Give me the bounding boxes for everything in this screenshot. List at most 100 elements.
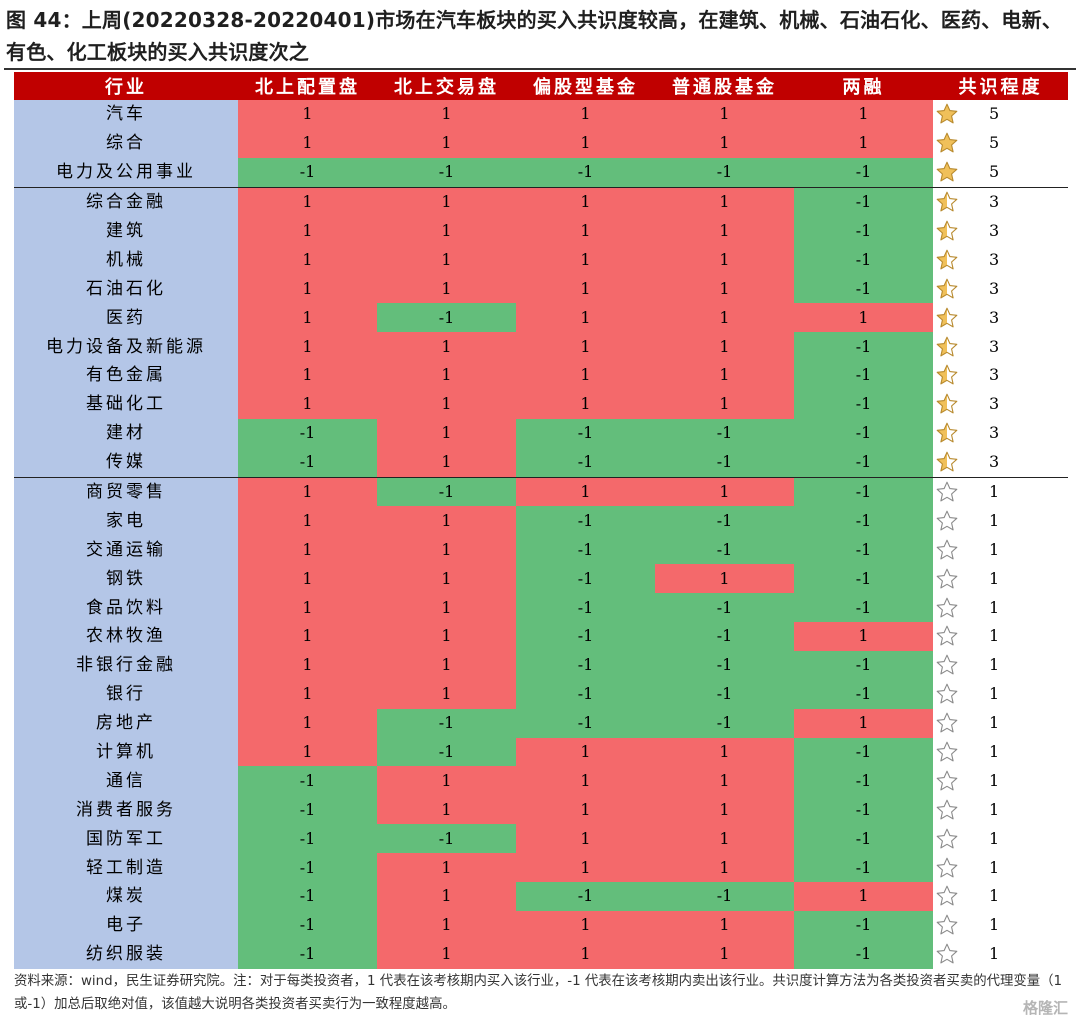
consensus-cell: 1 <box>933 506 1068 536</box>
margin-trading-cell: -1 <box>794 535 933 565</box>
equity-biased-fund-cell: 1 <box>516 389 655 419</box>
margin-trading-cell: -1 <box>794 593 933 623</box>
half-star-icon <box>935 450 959 474</box>
table-row: 国防军工 -1 -1 1 1 -1 1 <box>14 824 1068 854</box>
consensus-score: 5 <box>989 133 1000 153</box>
northbound-allocation-cell: 1 <box>238 389 377 419</box>
industry-cell: 钢铁 <box>14 564 238 594</box>
industry-cell: 机械 <box>14 245 238 275</box>
northbound-trading-cell: 1 <box>377 679 516 709</box>
consensus-cell: 1 <box>933 824 1068 854</box>
empty-star-icon <box>935 942 959 966</box>
half-star-icon <box>935 306 959 330</box>
equity-biased-fund-cell: 1 <box>516 303 655 333</box>
equity-biased-fund-cell: -1 <box>516 506 655 536</box>
consensus-score: 1 <box>989 944 1000 964</box>
northbound-trading-cell: 1 <box>377 882 516 911</box>
table-row: 计算机 1 -1 1 1 -1 1 <box>14 737 1068 767</box>
northbound-allocation-cell: 1 <box>238 361 377 390</box>
empty-star-icon <box>935 827 959 851</box>
equity-biased-fund-cell: 1 <box>516 332 655 362</box>
margin-trading-cell: -1 <box>794 564 933 594</box>
consensus-score: 1 <box>989 828 1000 848</box>
consensus-score: 3 <box>989 336 1000 356</box>
northbound-allocation-cell: 1 <box>238 737 377 767</box>
table-row: 交通运输 1 1 -1 -1 -1 1 <box>14 535 1068 565</box>
northbound-allocation-cell: 1 <box>238 128 377 158</box>
industry-cell: 房地产 <box>14 708 238 738</box>
consensus-score: 3 <box>989 192 1000 212</box>
northbound-trading-cell: 1 <box>377 447 516 478</box>
equity-biased-fund-cell: 1 <box>516 853 655 883</box>
consensus-cell: 1 <box>933 882 1068 911</box>
common-stock-fund-cell: 1 <box>655 245 794 275</box>
northbound-trading-cell: 1 <box>377 766 516 796</box>
northbound-trading-cell: -1 <box>377 737 516 767</box>
northbound-trading-cell: 1 <box>377 418 516 448</box>
empty-star-icon <box>935 913 959 937</box>
margin-trading-cell: -1 <box>794 187 933 217</box>
filled-star-icon <box>935 160 959 184</box>
empty-star-icon <box>935 538 959 562</box>
table-row: 通信 -1 1 1 1 -1 1 <box>14 766 1068 796</box>
equity-biased-fund-cell: 1 <box>516 274 655 304</box>
northbound-allocation-cell: -1 <box>238 910 377 940</box>
common-stock-fund-cell: 1 <box>655 824 794 854</box>
header-northbound-allocation: 北上配置盘 <box>238 72 377 100</box>
empty-star-icon <box>935 682 959 706</box>
header-industry: 行业 <box>14 72 238 100</box>
consensus-score: 3 <box>989 278 1000 298</box>
consensus-cell: 1 <box>933 708 1068 738</box>
margin-trading-cell: -1 <box>794 766 933 796</box>
equity-biased-fund-cell: 1 <box>516 216 655 246</box>
northbound-trading-cell: 1 <box>377 564 516 594</box>
industry-cell: 建材 <box>14 418 238 448</box>
industry-cell: 国防军工 <box>14 824 238 854</box>
empty-star-icon <box>935 884 959 908</box>
empty-star-icon <box>935 624 959 648</box>
table-row: 非银行金融 1 1 -1 -1 -1 1 <box>14 650 1068 680</box>
half-star-icon <box>935 421 959 445</box>
northbound-allocation-cell: 1 <box>238 506 377 536</box>
northbound-trading-cell: 1 <box>377 100 516 129</box>
half-star-icon <box>935 190 959 214</box>
equity-biased-fund-cell: -1 <box>516 535 655 565</box>
consensus-cell: 3 <box>933 332 1068 362</box>
margin-trading-cell: -1 <box>794 389 933 419</box>
table-row: 综合 1 1 1 1 1 5 <box>14 128 1068 158</box>
half-star-icon <box>935 335 959 359</box>
industry-cell: 纺织服装 <box>14 939 238 969</box>
northbound-trading-cell: -1 <box>377 303 516 333</box>
northbound-allocation-cell: -1 <box>238 157 377 188</box>
consensus-score: 1 <box>989 713 1000 733</box>
margin-trading-cell: -1 <box>794 274 933 304</box>
consensus-score: 3 <box>989 394 1000 414</box>
margin-trading-cell: -1 <box>794 447 933 478</box>
consensus-score: 1 <box>989 510 1000 530</box>
empty-star-icon <box>935 596 959 620</box>
northbound-trading-cell: -1 <box>377 157 516 188</box>
consensus-cell: 3 <box>933 447 1068 478</box>
margin-trading-cell: 1 <box>794 100 933 129</box>
empty-star-icon <box>935 711 959 735</box>
consensus-cell: 5 <box>933 157 1068 188</box>
consensus-score: 1 <box>989 915 1000 935</box>
margin-trading-cell: -1 <box>794 679 933 709</box>
empty-star-icon <box>935 567 959 591</box>
industry-cell: 交通运输 <box>14 535 238 565</box>
common-stock-fund-cell: 1 <box>655 795 794 825</box>
common-stock-fund-cell: 1 <box>655 303 794 333</box>
common-stock-fund-cell: -1 <box>655 622 794 651</box>
northbound-trading-cell: 1 <box>377 506 516 536</box>
table-row: 建筑 1 1 1 1 -1 3 <box>14 216 1068 246</box>
source-note: 资料来源：wind，民生证券研究院。注：对于每类投资者，1 代表在该考核期内买入… <box>14 974 1063 1012</box>
common-stock-fund-cell: -1 <box>655 593 794 623</box>
industry-cell: 综合 <box>14 128 238 158</box>
common-stock-fund-cell: 1 <box>655 274 794 304</box>
empty-star-icon <box>935 509 959 533</box>
table-row: 医药 1 -1 1 1 1 3 <box>14 303 1068 333</box>
margin-trading-cell: -1 <box>794 418 933 448</box>
consensus-table: 行业 北上配置盘 北上交易盘 偏股型基金 普通股基金 两融 共识程度 汽车 1 1 1… <box>14 72 1068 969</box>
consensus-score: 1 <box>989 770 1000 790</box>
industry-cell: 农林牧渔 <box>14 622 238 651</box>
